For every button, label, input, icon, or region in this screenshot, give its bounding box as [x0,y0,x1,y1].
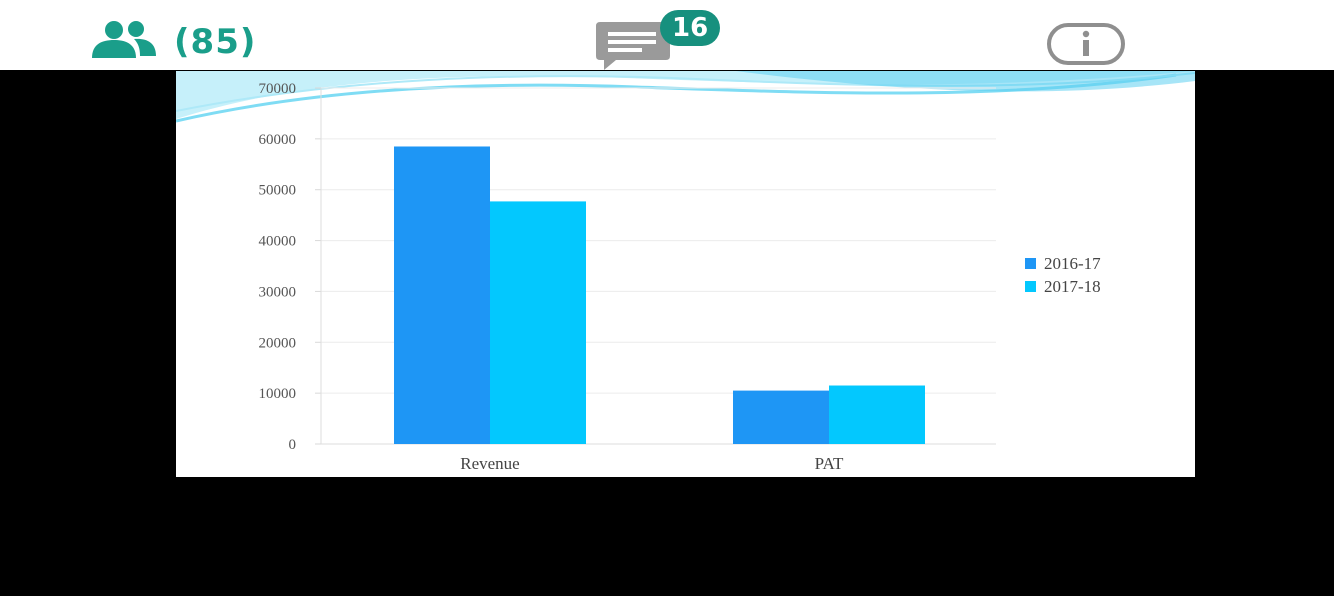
legend-swatch [1025,258,1036,269]
y-tick-label: 30000 [259,284,297,300]
bar-pat-2016-17 [733,390,829,444]
presentation-slide: 0 10000 20000 30000 40000 50000 60000 70000 Reve… [176,71,1195,477]
chat-message-icon [594,18,672,75]
bar-pat-2017-18 [829,385,925,444]
y-tick-label: 10000 [259,386,297,402]
y-tick-label: 0 [289,437,297,453]
bar-chart: 0 10000 20000 30000 40000 50000 60000 70000 Reve… [176,71,1195,473]
x-tick-label: Revenue [460,454,519,473]
info-icon [1046,23,1126,70]
y-tick-label: 60000 [259,132,297,148]
shared-screen: 0 10000 20000 30000 40000 50000 60000 70000 Reve… [0,70,1334,596]
people-icon [88,20,160,65]
participants-button[interactable]: (85) [88,20,256,64]
participants-count: (85) [174,22,257,62]
legend-swatch [1025,281,1036,292]
y-tick-label: 50000 [259,183,297,199]
meeting-toolbar: (85) 16 [0,0,1334,70]
chat-button[interactable]: 16 [594,8,754,70]
legend-label: 2017-18 [1044,277,1101,296]
legend-label: 2016-17 [1044,254,1101,273]
y-tick-label: 40000 [259,234,297,250]
bar-revenue-2016-17 [394,146,490,444]
y-tick-label: 20000 [259,335,297,351]
info-button[interactable] [1046,22,1126,66]
slide-wave-decoration [176,71,1195,123]
y-tick-label: 70000 [259,81,297,97]
bar-revenue-2017-18 [490,201,586,444]
chat-unread-badge: 16 [660,10,721,46]
x-tick-label: PAT [815,454,844,473]
